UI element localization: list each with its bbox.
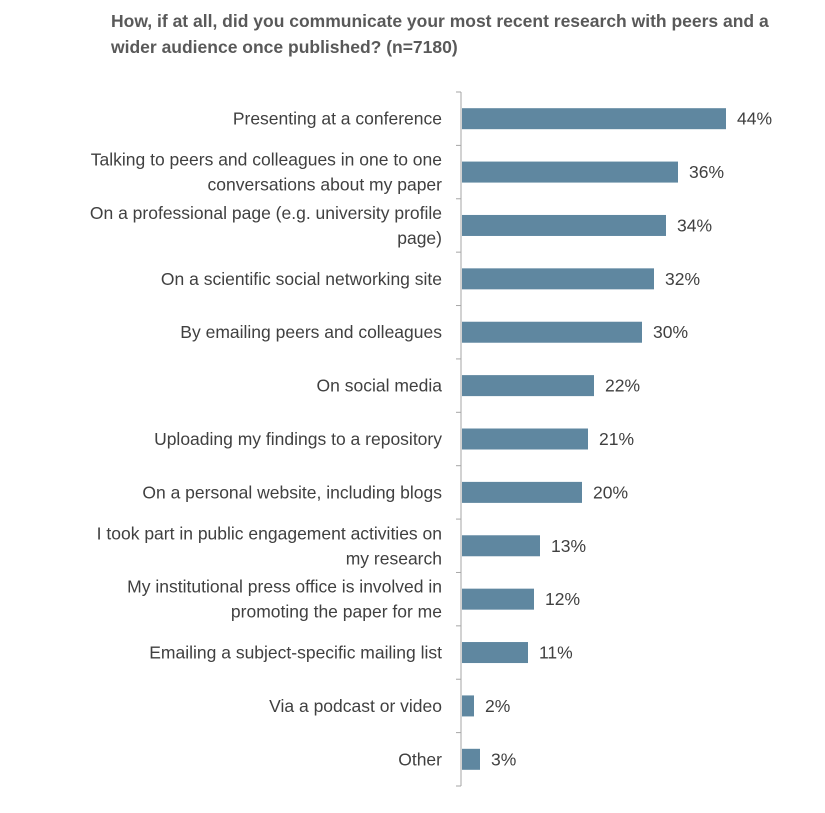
category-label: page) bbox=[397, 228, 442, 248]
bar bbox=[462, 748, 480, 770]
category-label: On social media bbox=[317, 376, 443, 396]
data-label: 32% bbox=[665, 269, 700, 289]
category-label: Uploading my findings to a repository bbox=[154, 429, 442, 449]
bar bbox=[462, 695, 474, 717]
bar bbox=[462, 161, 678, 183]
category-label: My institutional press office is involve… bbox=[127, 577, 442, 597]
bar bbox=[462, 268, 654, 290]
category-label: On a personal website, including blogs bbox=[142, 482, 442, 502]
category-label: conversations about my paper bbox=[208, 175, 443, 195]
bar bbox=[462, 481, 582, 503]
category-label: On a professional page (e.g. university … bbox=[90, 203, 442, 223]
category-label: On a scientific social networking site bbox=[161, 269, 442, 289]
data-label: 36% bbox=[689, 162, 724, 182]
data-label: 21% bbox=[599, 429, 634, 449]
data-label: 22% bbox=[605, 376, 640, 396]
category-label: Talking to peers and colleagues in one t… bbox=[91, 150, 442, 170]
data-label: 12% bbox=[545, 589, 580, 609]
category-label: Emailing a subject-specific mailing list bbox=[149, 643, 442, 663]
category-label: promoting the paper for me bbox=[231, 602, 442, 622]
bar bbox=[462, 108, 726, 130]
category-label: my research bbox=[346, 548, 442, 568]
category-label: Presenting at a conference bbox=[233, 109, 442, 129]
category-label: Other bbox=[398, 749, 442, 769]
data-label: 34% bbox=[677, 215, 712, 235]
data-label: 20% bbox=[593, 482, 628, 502]
bar bbox=[462, 214, 666, 236]
category-label: By emailing peers and colleagues bbox=[180, 322, 442, 342]
bar bbox=[462, 535, 540, 557]
category-label: I took part in public engagement activit… bbox=[97, 523, 442, 543]
bar bbox=[462, 375, 594, 397]
bar bbox=[462, 428, 588, 450]
data-label: 3% bbox=[491, 749, 516, 769]
data-label: 30% bbox=[653, 322, 688, 342]
data-label: 44% bbox=[737, 109, 772, 129]
data-label: 11% bbox=[539, 643, 573, 663]
bar bbox=[462, 321, 642, 343]
bar bbox=[462, 588, 534, 610]
chart-title: How, if at all, did you communicate your… bbox=[111, 11, 769, 57]
category-label: Via a podcast or video bbox=[269, 696, 442, 716]
data-label: 13% bbox=[551, 536, 586, 556]
bar bbox=[462, 642, 528, 664]
data-label: 2% bbox=[485, 696, 510, 716]
